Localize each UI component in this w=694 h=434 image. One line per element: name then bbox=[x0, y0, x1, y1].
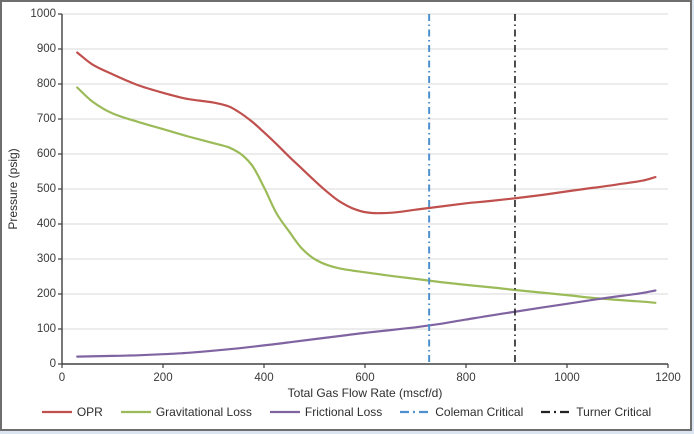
legend-marker-gravitational-loss-icon bbox=[120, 410, 151, 414]
y-tick-label-900: 900 bbox=[36, 43, 56, 55]
x-tick-label-800: 800 bbox=[456, 372, 476, 384]
legend-marker-opr-icon bbox=[41, 410, 72, 414]
legend-label-gravitational-loss: Gravitational Loss bbox=[155, 405, 252, 419]
x-tick-label-1000: 1000 bbox=[554, 372, 580, 384]
y-tick-label-0: 0 bbox=[49, 358, 56, 370]
y-tick-label-200: 200 bbox=[36, 288, 56, 300]
x-tick-label-1200: 1200 bbox=[655, 372, 681, 384]
legend-item-gravitational-loss: Gravitational Loss bbox=[120, 405, 252, 419]
y-tick-label-100: 100 bbox=[36, 323, 56, 335]
legend-marker-frictional-loss-icon bbox=[269, 410, 300, 414]
y-tick-label-1000: 1000 bbox=[30, 8, 56, 20]
x-tick-label-600: 600 bbox=[355, 372, 375, 384]
x-tick-label-0: 0 bbox=[58, 372, 66, 384]
legend-marker-coleman-critical-icon bbox=[400, 410, 431, 414]
series-frictional-loss-line bbox=[76, 289, 657, 358]
y-tick-label-800: 800 bbox=[36, 78, 56, 90]
x-tick-label-200: 200 bbox=[153, 372, 173, 384]
legend-item-opr: OPR bbox=[41, 405, 103, 419]
y-axis-title: Pressure (psig) bbox=[6, 148, 20, 230]
series-gravitational-loss-line bbox=[76, 86, 657, 304]
data-series bbox=[76, 14, 657, 364]
legend-label-coleman-critical: Coleman Critical bbox=[435, 405, 524, 419]
y-tick-label-500: 500 bbox=[36, 183, 56, 195]
axes bbox=[58, 13, 669, 368]
series-opr-line bbox=[76, 51, 657, 215]
legend-label-frictional-loss: Frictional Loss bbox=[304, 405, 383, 419]
x-axis-title: Total Gas Flow Rate (mscf/d) bbox=[287, 386, 443, 400]
legend-label-turner-critical: Turner Critical bbox=[576, 405, 652, 419]
y-tick-label-400: 400 bbox=[36, 218, 56, 230]
legend-item-turner-critical: Turner Critical bbox=[540, 405, 651, 419]
legend-item-frictional-loss: Frictional Loss bbox=[269, 405, 382, 419]
x-tick-label-400: 400 bbox=[254, 372, 274, 384]
chart-legend: OPR Gravitational Loss Frictional Loss Cole… bbox=[2, 405, 690, 419]
gridlines bbox=[62, 13, 668, 330]
legend-marker-turner-critical-icon bbox=[541, 410, 572, 414]
legend-item-coleman-critical: Coleman Critical bbox=[399, 405, 523, 419]
y-tick-label-300: 300 bbox=[36, 253, 56, 265]
y-tick-label-700: 700 bbox=[36, 113, 56, 125]
legend-label-opr: OPR bbox=[76, 405, 103, 419]
y-tick-label-600: 600 bbox=[36, 148, 56, 160]
